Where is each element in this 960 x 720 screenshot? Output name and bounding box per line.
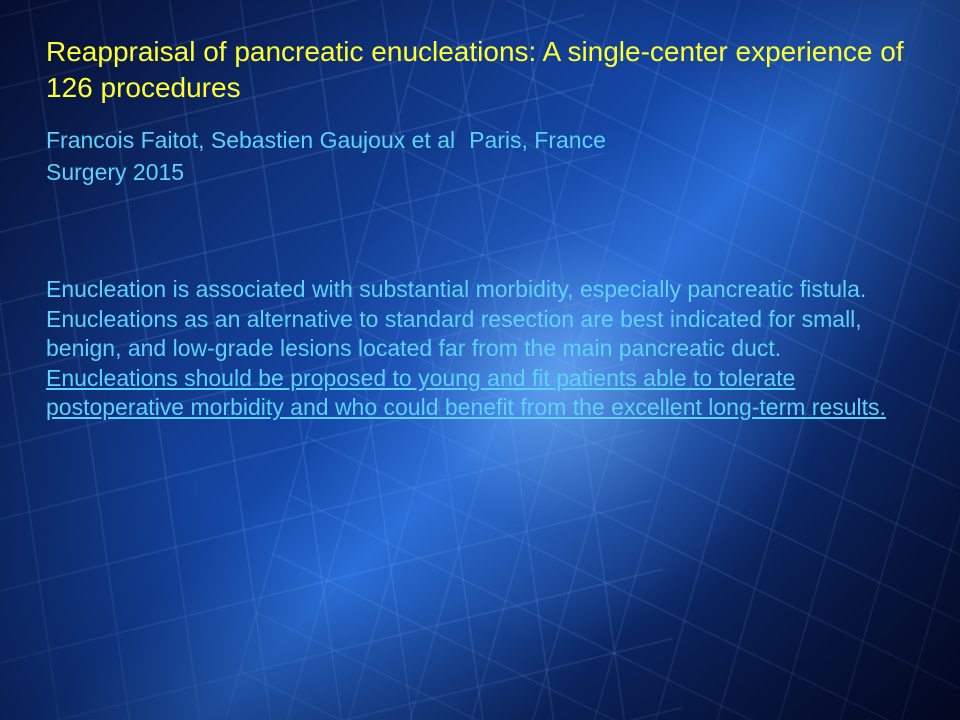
authors-line: Francois Faitot, Sebastien Gaujoux et al…	[46, 126, 914, 156]
body-text: Enucleation is associated with substanti…	[46, 275, 914, 422]
journal-line: Surgery 2015	[46, 158, 914, 188]
authors-names: Francois Faitot, Sebastien Gaujoux et al	[46, 127, 455, 153]
paragraph-3: Enucleations should be proposed to young…	[46, 364, 914, 423]
spacer	[46, 187, 914, 275]
paragraph-1: Enucleation is associated with substanti…	[46, 275, 914, 304]
slide-title: Reappraisal of pancreatic enucleations: …	[46, 34, 914, 106]
paragraph-2: Enucleations as an alternative to standa…	[46, 305, 914, 364]
slide-content: Reappraisal of pancreatic enucleations: …	[0, 0, 960, 720]
authors-location: Paris, France	[469, 127, 606, 153]
